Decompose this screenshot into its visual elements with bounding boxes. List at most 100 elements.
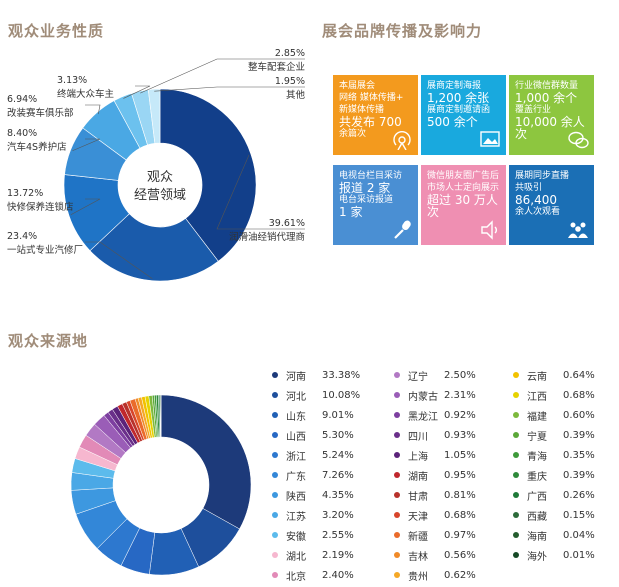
legend-province: 甘肃 — [408, 491, 428, 503]
legend-percent: 2.31% — [444, 389, 476, 401]
image-icon — [480, 131, 500, 147]
legend-swatch — [272, 532, 278, 538]
legend-swatch — [513, 412, 519, 418]
business-leader-line — [70, 198, 101, 216]
legend-percent: 0.39% — [563, 469, 595, 481]
source-legend-item: 吉林 0.56% — [394, 548, 476, 563]
brand-tile-line: 展商定制邀请函 — [427, 105, 491, 115]
legend-percent: 0.81% — [444, 489, 476, 501]
source-legend-item: 西藏 0.15% — [513, 508, 595, 523]
business-slice-value: 6.94% — [7, 94, 37, 105]
legend-province: 天津 — [408, 511, 428, 523]
legend-swatch — [272, 572, 278, 578]
brand-tile-line: 500 余个 — [427, 115, 478, 129]
business-leader-line — [154, 86, 305, 92]
source-legend-item: 福建 0.60% — [513, 408, 595, 423]
legend-percent: 0.39% — [563, 429, 595, 441]
business-slice-category: 汽车4S养护店 — [7, 141, 67, 153]
business-center-label: 经营领域 — [134, 188, 186, 203]
legend-percent: 0.56% — [444, 549, 476, 561]
brand-tile-line: 微信朋友圈广告后 — [427, 171, 500, 181]
legend-swatch — [394, 412, 400, 418]
source-legend-item: 海外 0.01% — [513, 548, 595, 563]
legend-province: 山西 — [286, 431, 306, 443]
source-legend-item: 四川 0.93% — [394, 428, 476, 443]
source-legend-item: 云南 0.64% — [513, 368, 595, 383]
business-slice-value: 1.95% — [275, 76, 305, 87]
legend-percent: 3.20% — [322, 509, 354, 521]
brand-tile-line: 新媒体传播 — [339, 105, 385, 115]
brand-tile-line: 报道 2 家 — [339, 181, 391, 195]
source-legend-item: 新疆 0.97% — [394, 528, 476, 543]
legend-province: 北京 — [286, 571, 306, 583]
legend-swatch — [272, 432, 278, 438]
legend-swatch — [272, 552, 278, 558]
legend-province: 海南 — [527, 531, 547, 543]
brand-tile-line: 电台采访报道 — [339, 195, 394, 205]
brand-tile-line: 1 家 — [339, 205, 363, 219]
brand-tile-line: 本届展会 — [339, 81, 376, 91]
legend-percent: 4.35% — [322, 489, 354, 501]
business-center-label: 观众 — [147, 170, 173, 185]
legend-percent: 1.05% — [444, 449, 476, 461]
section-title-business: 观众业务性质 — [8, 22, 105, 40]
source-legend-item: 内蒙古 2.31% — [394, 388, 476, 403]
brand-tile-line: 86,400 — [515, 193, 557, 207]
legend-percent: 2.19% — [322, 549, 354, 561]
legend-percent: 2.40% — [322, 569, 354, 581]
people-icon — [568, 222, 588, 238]
source-legend-item: 山东 9.01% — [272, 408, 354, 423]
business-slice-value: 3.13% — [57, 75, 87, 86]
legend-swatch — [513, 532, 519, 538]
legend-province: 内蒙古 — [408, 391, 438, 403]
legend-percent: 0.68% — [444, 509, 476, 521]
legend-swatch — [272, 512, 278, 518]
legend-province: 湖北 — [286, 551, 306, 563]
legend-percent: 0.68% — [563, 389, 595, 401]
legend-percent: 0.62% — [444, 569, 476, 581]
business-slice-category: 快修保养连锁店 — [7, 201, 74, 213]
brand-tile-line: 电视台栏目采访 — [339, 171, 403, 181]
legend-percent: 0.15% — [563, 509, 595, 521]
legend-swatch — [513, 372, 519, 378]
legend-province: 新疆 — [408, 531, 428, 543]
legend-province: 广西 — [527, 491, 547, 503]
business-leader-line — [85, 241, 153, 279]
source-legend-item: 江西 0.68% — [513, 388, 595, 403]
legend-province: 西藏 — [527, 511, 547, 523]
section-title-brand: 展会品牌传播及影响力 — [322, 22, 483, 40]
brand-tile-line: 共吸引 — [515, 183, 543, 193]
legend-percent: 0.35% — [563, 449, 595, 461]
legend-province: 云南 — [527, 371, 547, 383]
legend-swatch — [394, 512, 400, 518]
brand-tile: 行业微信群数量 1,000 余个 覆盖行业 10,000 余人次 — [509, 75, 594, 155]
business-slice-0 — [159, 88, 257, 262]
brand-tile: 本届展会 网络 媒体传播+ 新媒体传播 共发布 700 余篇次 — [333, 75, 418, 155]
business-leader-line — [85, 104, 101, 115]
brand-tile-line: 市场人士定向展示 — [427, 183, 500, 193]
source-legend-item: 安徽 2.55% — [272, 528, 354, 543]
legend-swatch — [513, 452, 519, 458]
legend-swatch — [394, 392, 400, 398]
business-slice-1 — [89, 213, 219, 282]
legend-province: 浙江 — [286, 451, 306, 463]
legend-swatch — [272, 412, 278, 418]
speaker-icon — [481, 220, 497, 240]
legend-province: 吉林 — [408, 551, 428, 563]
broadcast-icon — [393, 131, 411, 150]
source-legend-item: 陕西 4.35% — [272, 488, 354, 503]
brand-tile-line: 超过 30 万人次 — [427, 193, 498, 219]
legend-province: 广东 — [286, 471, 306, 483]
source-legend-item: 宁夏 0.39% — [513, 428, 595, 443]
business-leader-line — [72, 138, 101, 152]
legend-percent: 7.26% — [322, 469, 354, 481]
business-slice-value: 8.40% — [7, 128, 37, 139]
legend-swatch — [513, 392, 519, 398]
source-donut-chart — [70, 394, 252, 576]
legend-swatch — [272, 392, 278, 398]
source-legend-item: 海南 0.04% — [513, 528, 595, 543]
legend-province: 上海 — [408, 451, 428, 463]
legend-swatch — [272, 372, 278, 378]
legend-province: 江苏 — [286, 511, 306, 523]
legend-swatch — [513, 472, 519, 478]
